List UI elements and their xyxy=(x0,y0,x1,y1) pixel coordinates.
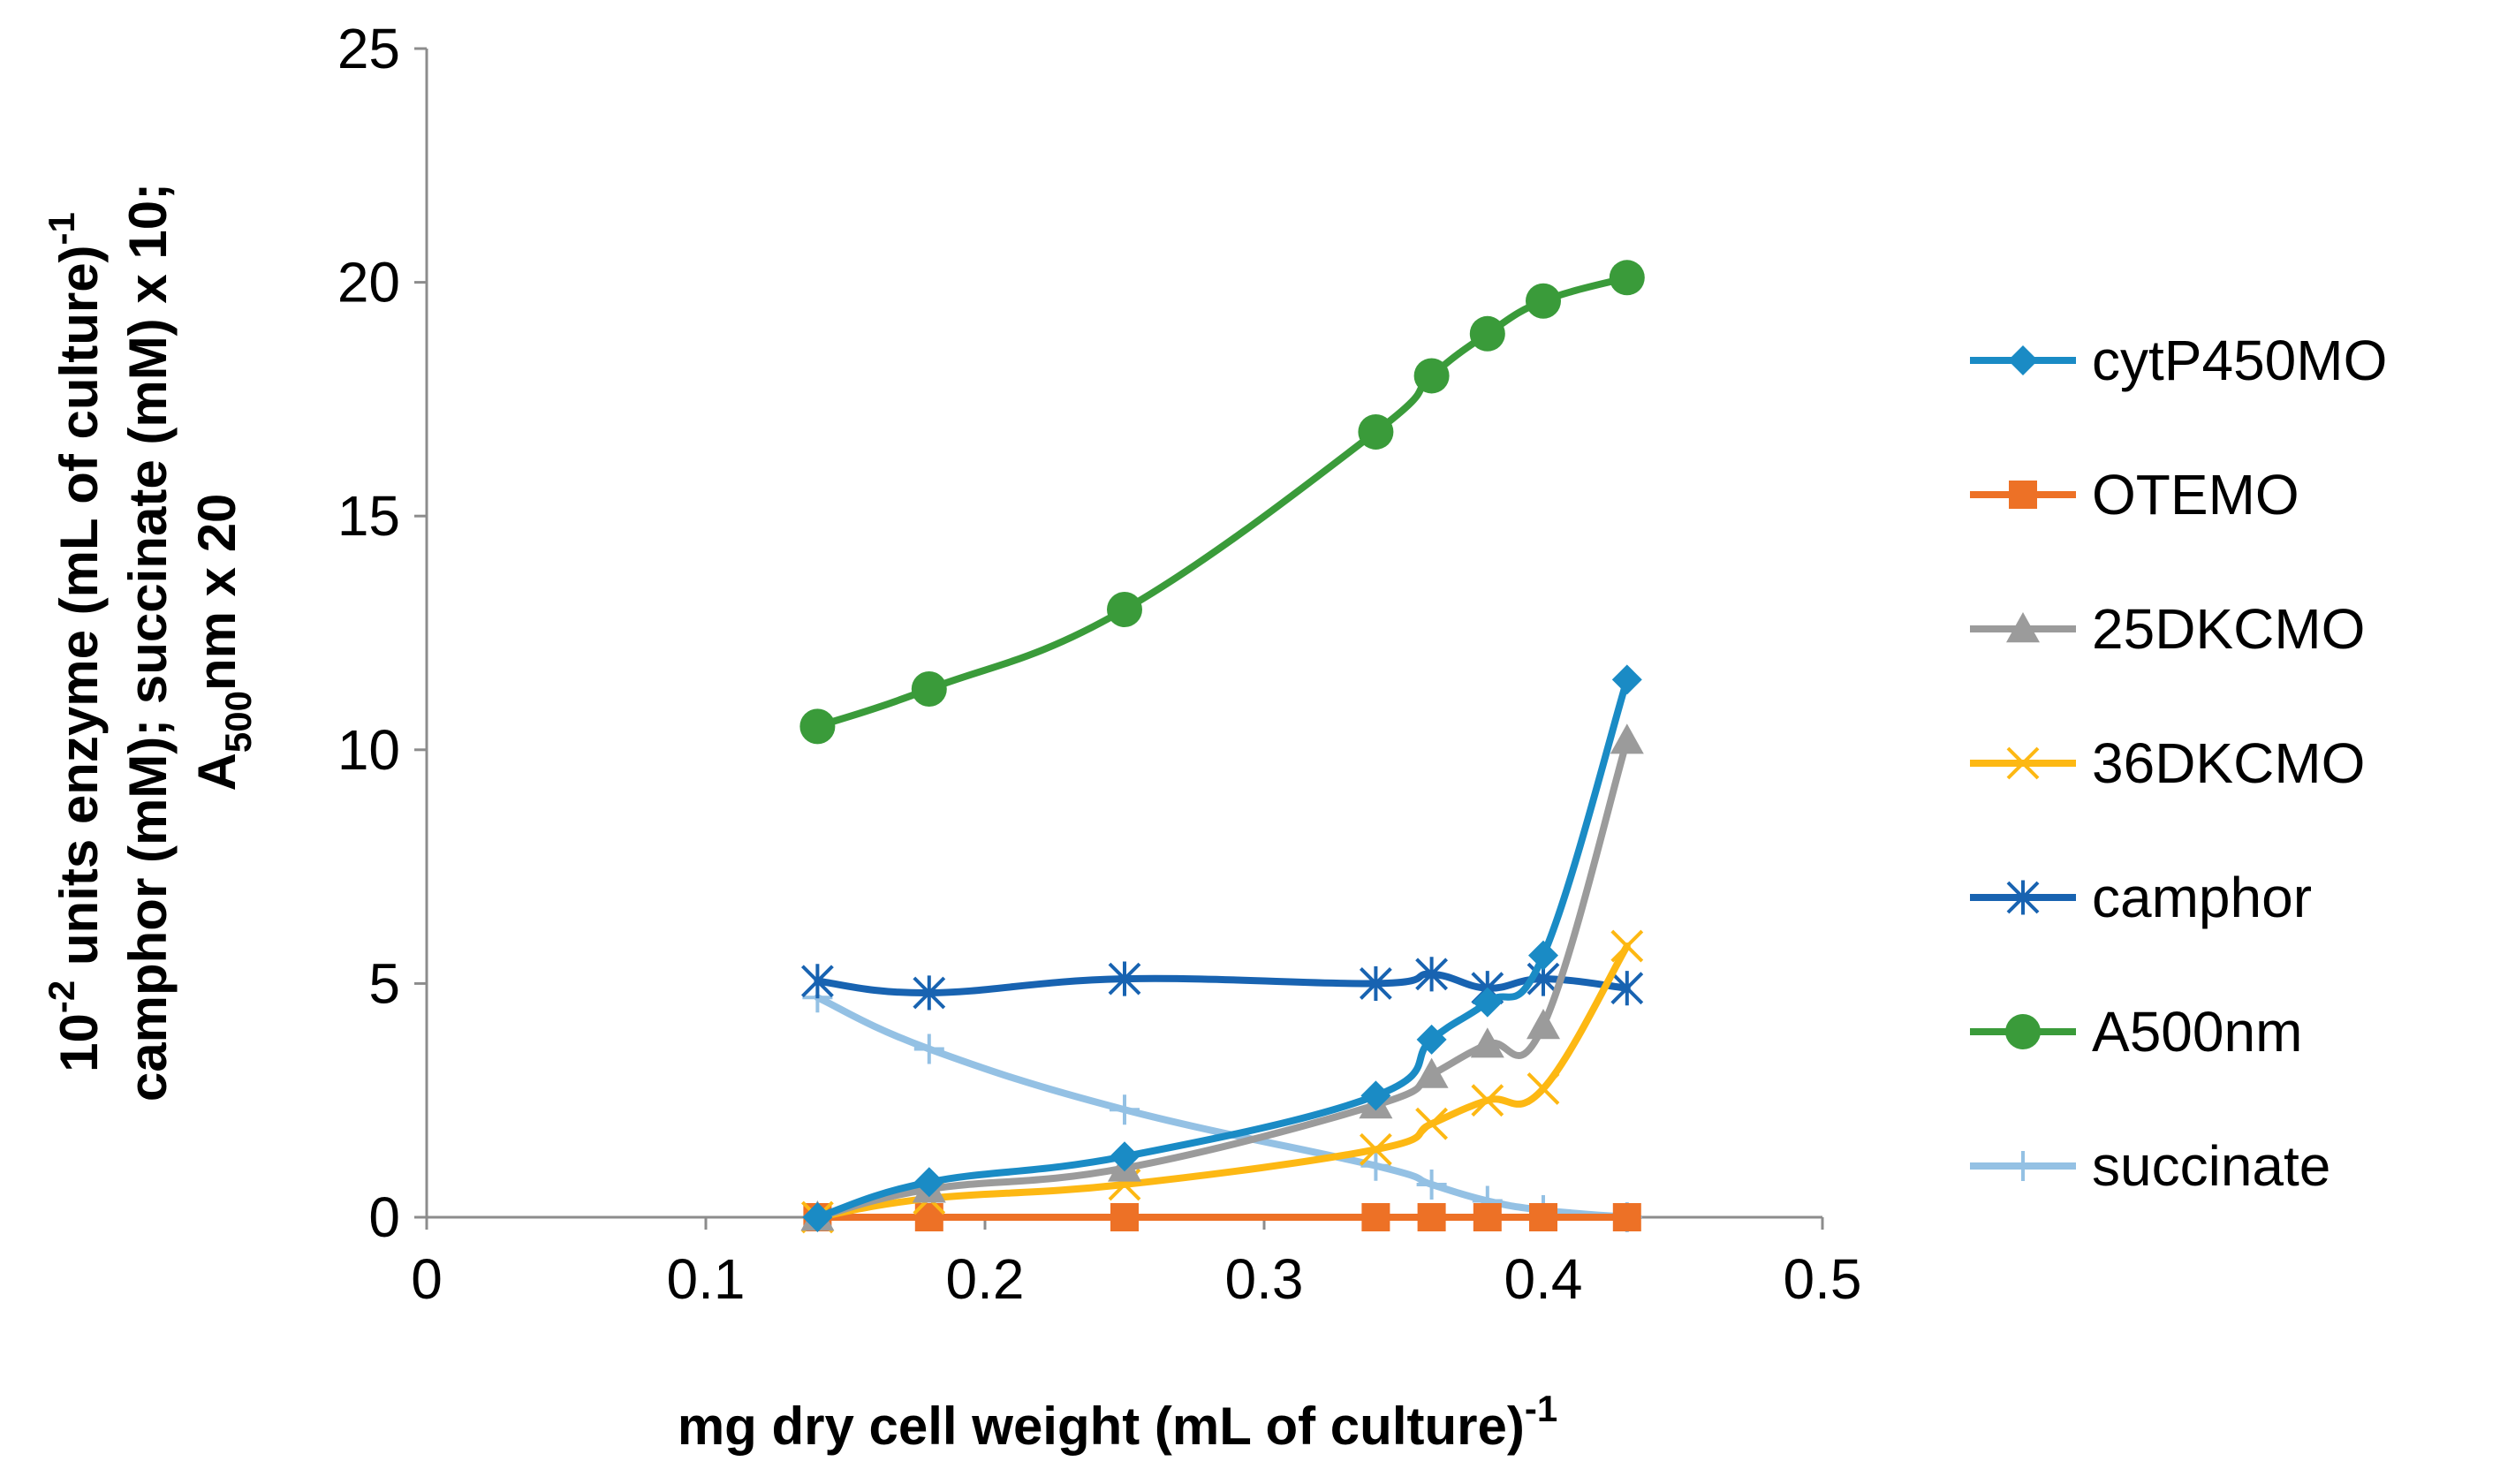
legend-item-A500nm: A500nm xyxy=(1970,1000,2302,1064)
data-point xyxy=(913,1167,944,1198)
data-point xyxy=(1359,965,1392,1001)
data-point xyxy=(1527,1009,1560,1040)
y-tick-label: 0 xyxy=(368,1185,400,1249)
data-point xyxy=(1360,1150,1391,1181)
x-tick-label: 0.1 xyxy=(667,1247,746,1311)
data-point xyxy=(1610,723,1644,754)
legend-swatch-marker xyxy=(2009,481,2037,509)
series-line xyxy=(814,274,1631,731)
data-point xyxy=(1472,987,1503,1018)
data-point xyxy=(1107,592,1142,628)
x-tick-label: 0.3 xyxy=(1225,1247,1304,1311)
y-tick-label: 25 xyxy=(337,17,400,80)
data-point xyxy=(1108,961,1141,996)
x-tick-label: 0.4 xyxy=(1504,1247,1583,1311)
y-tick-label: 5 xyxy=(368,951,400,1015)
legend-label: 25DKCMO xyxy=(2092,597,2365,661)
data-point xyxy=(913,975,946,1011)
x-axis-title: mg dry cell weight (mL of culture)-1 xyxy=(678,1388,1557,1456)
legend-swatch-marker xyxy=(2008,345,2038,375)
data-point xyxy=(1110,1141,1140,1172)
data-point xyxy=(1610,929,1644,963)
series-camphor xyxy=(800,957,1644,1011)
legend: cytP450MO OTEMO 25DKCMO 36DKCMO camphor A500n… xyxy=(1970,329,2387,1198)
y-axis-title-line1: 10-2 units enzyme (mL of culture)-1 xyxy=(41,212,109,1072)
data-point xyxy=(802,1202,833,1232)
legend-item-succinate: succinate xyxy=(1970,1134,2330,1198)
axes xyxy=(425,49,1822,1219)
data-point xyxy=(1529,1203,1557,1231)
y-tick-label: 10 xyxy=(337,718,400,782)
data-point xyxy=(1416,1169,1447,1200)
series-A500nm xyxy=(799,260,1645,745)
data-point xyxy=(1359,1132,1392,1166)
legend-label: A500nm xyxy=(2092,1000,2302,1064)
legend-label: 36DKCMO xyxy=(2092,731,2365,795)
data-point xyxy=(1413,358,1450,394)
y-axis-title: 10-2 units enzyme (mL of culture)-1 camp… xyxy=(41,183,259,1102)
x-tick-label: 0 xyxy=(411,1247,443,1311)
data-point xyxy=(1528,940,1558,971)
data-point xyxy=(1527,1072,1560,1105)
data-point xyxy=(1609,260,1645,296)
data-point xyxy=(1471,1084,1504,1117)
data-point xyxy=(1415,957,1449,992)
data-point xyxy=(800,964,834,999)
data-point xyxy=(799,708,836,745)
data-point xyxy=(1473,1203,1502,1231)
data-point xyxy=(1110,1094,1140,1125)
y-tick-label: 20 xyxy=(337,251,400,314)
data-point xyxy=(1526,283,1561,319)
legend-label: cytP450MO xyxy=(2092,329,2387,392)
data-point xyxy=(1417,1203,1446,1231)
legend-swatch-marker xyxy=(2006,880,2040,915)
legend-item-25DKCMO: 25DKCMO xyxy=(1970,597,2365,661)
data-point xyxy=(1361,1203,1390,1231)
data-point xyxy=(1470,1027,1504,1058)
y-ticks: 0 5 10 15 20 25 xyxy=(337,17,427,1249)
data-point xyxy=(911,671,947,708)
series-line xyxy=(814,676,1631,1221)
data-point xyxy=(1358,413,1394,450)
plot-area xyxy=(799,260,1645,1234)
series-line xyxy=(814,737,1631,1221)
legend-swatch-marker xyxy=(2006,746,2040,780)
legend-item-36DKCMO: 36DKCMO xyxy=(1970,731,2365,795)
data-point xyxy=(1110,1203,1139,1231)
legend-swatch-marker xyxy=(2008,1151,2038,1181)
y-axis-title-line3: A500nm x 20 xyxy=(187,494,259,791)
data-point xyxy=(1612,1203,1641,1231)
x-tick-label: 0.5 xyxy=(1784,1247,1862,1311)
data-point xyxy=(1414,1057,1449,1088)
data-point xyxy=(1360,1080,1391,1111)
data-point xyxy=(1416,1024,1447,1055)
legend-item-camphor: camphor xyxy=(1970,866,2312,929)
data-point xyxy=(1611,664,1642,695)
legend-item-OTEMO: OTEMO xyxy=(1970,463,2299,526)
legend-item-cytP450MO: cytP450MO xyxy=(1970,329,2387,392)
series-line xyxy=(814,994,1631,1221)
x-tick-label: 0.2 xyxy=(946,1247,1025,1311)
y-tick-label: 15 xyxy=(337,484,400,548)
legend-label: OTEMO xyxy=(2092,463,2299,526)
x-ticks: 0 0.1 0.2 0.3 0.4 0.5 xyxy=(411,1217,1861,1311)
data-point xyxy=(1610,971,1644,1006)
legend-label: succinate xyxy=(2092,1134,2330,1198)
data-point xyxy=(1415,1107,1449,1140)
y-axis-title-line2: camphor (mM); succinate (mM) x 10; xyxy=(118,183,178,1102)
data-point xyxy=(1469,315,1505,352)
legend-swatch-marker xyxy=(2006,612,2040,643)
series-cytP450MO xyxy=(802,664,1642,1232)
legend-label: camphor xyxy=(2092,866,2312,929)
legend-swatch-marker xyxy=(2005,1014,2041,1049)
data-point xyxy=(913,1034,944,1064)
